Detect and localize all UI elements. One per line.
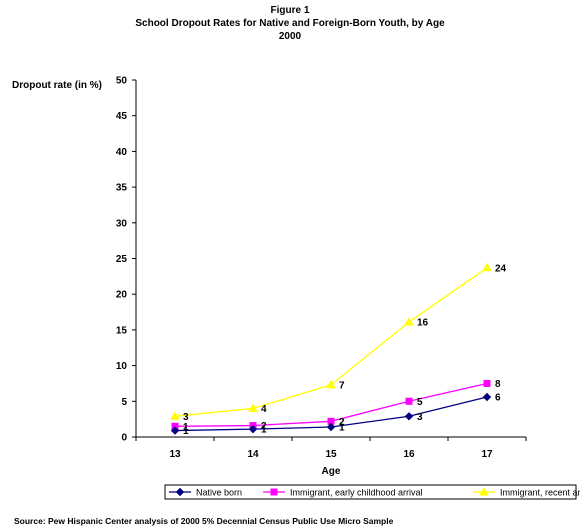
x-tick-label: 17	[481, 449, 493, 460]
y-tick-label: 40	[116, 147, 128, 158]
x-tick-label: 15	[325, 449, 337, 460]
y-tick-label: 45	[116, 111, 128, 122]
data-point	[326, 422, 336, 432]
data-label: 5	[417, 397, 423, 408]
y-tick-label: 30	[116, 218, 128, 229]
data-label: 1	[261, 425, 267, 436]
data-label: 1	[183, 422, 189, 433]
figure-title-block: Figure 1 School Dropout Rates for Native…	[0, 4, 580, 43]
data-label: 16	[417, 318, 429, 329]
y-tick-label: 50	[116, 76, 128, 87]
legend-item: Immigrant, recent arrival	[473, 486, 580, 498]
data-point	[248, 424, 258, 434]
series-native-born: 1 1 136	[170, 392, 501, 437]
legend-box	[164, 484, 577, 500]
legend-label: Immigrant, recent arrival	[500, 488, 580, 498]
y-tick-label: 0	[121, 433, 127, 444]
y-tick-label: 25	[116, 254, 128, 265]
x-axis-label: Age	[322, 466, 341, 477]
data-label: 3	[417, 412, 423, 423]
figure-title-year: 2000	[278, 31, 302, 42]
figure-label: Figure 1	[270, 5, 310, 16]
legend-label: Immigrant, early childhood arrival	[290, 488, 423, 498]
data-label: 24	[495, 263, 507, 274]
data-point	[326, 379, 336, 389]
y-tick-label: 15	[116, 325, 128, 336]
data-point	[170, 426, 180, 435]
legend-label: Native born	[196, 488, 242, 498]
legend-swatch-marker	[479, 486, 489, 496]
legend-item: Immigrant, early childhood arrival	[263, 488, 423, 498]
x-tick-label: 14	[247, 449, 259, 460]
y-tick-label: 20	[116, 290, 128, 301]
data-label: 6	[495, 393, 501, 404]
data-label: 2	[339, 417, 345, 428]
legend-item: Native born	[169, 488, 242, 498]
data-label: 2	[261, 421, 267, 432]
source-note: Source: Pew Hispanic Center analysis of …	[14, 516, 394, 526]
data-point	[483, 379, 491, 387]
y-tick-label: 5	[121, 397, 127, 408]
data-label: 1	[339, 423, 345, 434]
data-label: 1	[183, 426, 189, 437]
data-point	[482, 262, 492, 272]
x-tick-label: 13	[169, 449, 181, 460]
figure-title: School Dropout Rates for Native and Fore…	[135, 18, 445, 29]
data-label: 4	[261, 404, 267, 415]
legend-swatch-marker	[270, 488, 278, 496]
x-tick-label: 16	[403, 449, 415, 460]
data-label: 7	[339, 380, 345, 391]
data-point	[404, 412, 414, 421]
data-point	[482, 392, 492, 402]
data-point	[248, 403, 258, 412]
data-point	[170, 411, 180, 420]
y-tick-label: 10	[116, 361, 128, 372]
legend-swatch-marker	[175, 487, 185, 497]
data-point	[404, 317, 414, 326]
legend: Native born Immigrant, early childhood ar…	[164, 484, 580, 500]
y-axis-label: Dropout rate (in %)	[12, 80, 102, 91]
data-label: 3	[183, 412, 189, 423]
data-label: 8	[495, 379, 501, 390]
data-point	[405, 397, 413, 405]
series-immigrant-early-childhood-arrival: 1 2 258	[171, 379, 501, 433]
series-immigrant-recent-arrival: 3 4 7 16 24	[170, 262, 507, 423]
y-tick-label: 35	[116, 183, 128, 194]
